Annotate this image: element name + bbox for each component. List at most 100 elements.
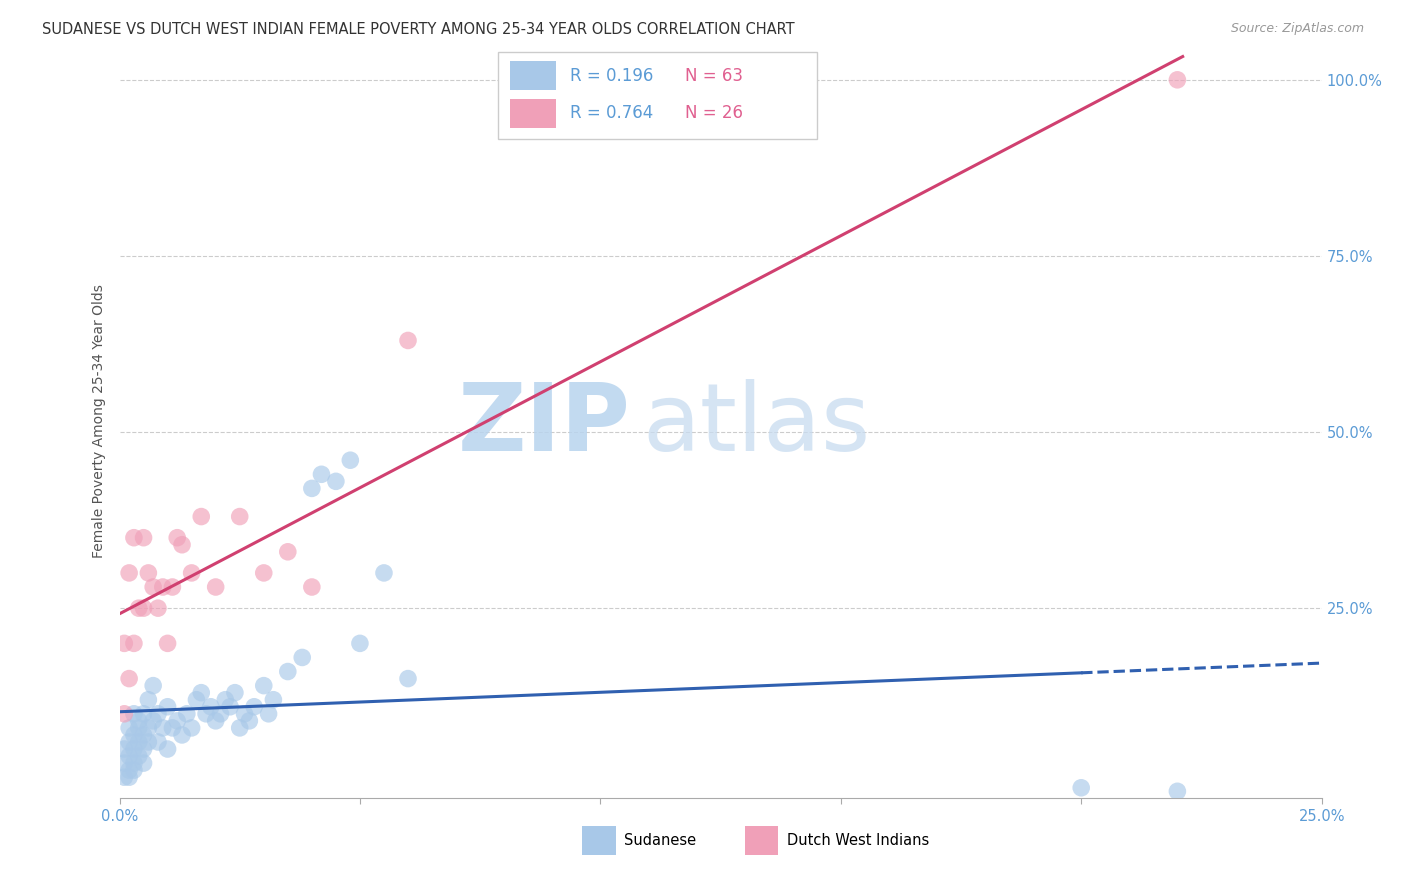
Y-axis label: Female Poverty Among 25-34 Year Olds: Female Poverty Among 25-34 Year Olds [91,285,105,558]
Point [118,749,141,764]
Point [118,735,141,749]
Point [373,566,395,580]
Point [190,686,212,700]
Point [118,763,141,777]
Point [349,636,371,650]
Point [122,742,145,756]
Point [214,692,236,706]
Point [128,714,150,728]
Point [1070,780,1092,795]
Point [204,714,226,728]
Point [190,509,212,524]
Point [128,721,150,735]
Point [132,706,155,721]
Point [301,482,323,496]
Point [112,636,135,650]
Point [152,721,174,735]
Point [162,721,184,735]
Point [166,714,188,728]
Point [122,706,145,721]
Text: Dutch West Indians: Dutch West Indians [787,833,929,848]
Point [146,735,169,749]
Point [204,580,226,594]
Point [170,538,193,552]
Point [152,580,174,594]
Point [156,636,179,650]
Point [1166,784,1188,798]
Point [224,686,246,700]
Bar [510,62,555,90]
Text: Sudanese: Sudanese [624,833,696,848]
Point [162,580,184,594]
Point [339,453,361,467]
Point [277,665,299,679]
Point [142,714,165,728]
Point [122,756,145,771]
Point [138,735,160,749]
Point [122,763,145,777]
Point [118,566,141,580]
Point [146,601,169,615]
Text: N = 26: N = 26 [685,104,742,122]
Point [156,742,179,756]
Point [238,714,260,728]
Point [200,699,222,714]
Point [132,756,155,771]
FancyBboxPatch shape [498,52,817,139]
Point [142,679,165,693]
Point [118,721,141,735]
Point [301,580,323,594]
Bar [745,826,779,855]
Point [396,672,419,686]
Point [122,728,145,742]
Point [138,692,160,706]
Point [291,650,314,665]
Point [138,566,160,580]
Point [243,699,266,714]
Text: SUDANESE VS DUTCH WEST INDIAN FEMALE POVERTY AMONG 25-34 YEAR OLDS CORRELATION C: SUDANESE VS DUTCH WEST INDIAN FEMALE POV… [42,22,794,37]
Point [132,728,155,742]
Point [325,475,347,489]
Point [142,580,165,594]
Point [118,672,141,686]
Point [396,334,419,348]
Point [132,601,155,615]
Point [112,706,135,721]
Point [180,566,202,580]
Point [228,721,252,735]
Text: atlas: atlas [643,379,870,471]
Point [262,692,284,706]
Point [228,509,252,524]
Text: R = 0.764: R = 0.764 [571,104,654,122]
Point [233,706,256,721]
Point [112,756,135,771]
Point [146,706,169,721]
Point [277,545,299,559]
Point [112,770,135,784]
Point [253,566,276,580]
Point [253,679,276,693]
Text: ZIP: ZIP [457,379,630,471]
Text: Source: ZipAtlas.com: Source: ZipAtlas.com [1230,22,1364,36]
Point [138,721,160,735]
Point [128,735,150,749]
Point [122,636,145,650]
Bar [582,826,616,855]
Point [186,692,208,706]
Bar [510,99,555,128]
Point [132,531,155,545]
Point [166,531,188,545]
Point [128,749,150,764]
Point [219,699,242,714]
Point [180,721,202,735]
Point [176,706,198,721]
Point [156,699,179,714]
Point [122,531,145,545]
Point [1166,72,1188,87]
Point [132,742,155,756]
Point [311,467,333,482]
Text: N = 63: N = 63 [685,67,742,85]
Point [118,770,141,784]
Point [195,706,218,721]
Point [170,728,193,742]
